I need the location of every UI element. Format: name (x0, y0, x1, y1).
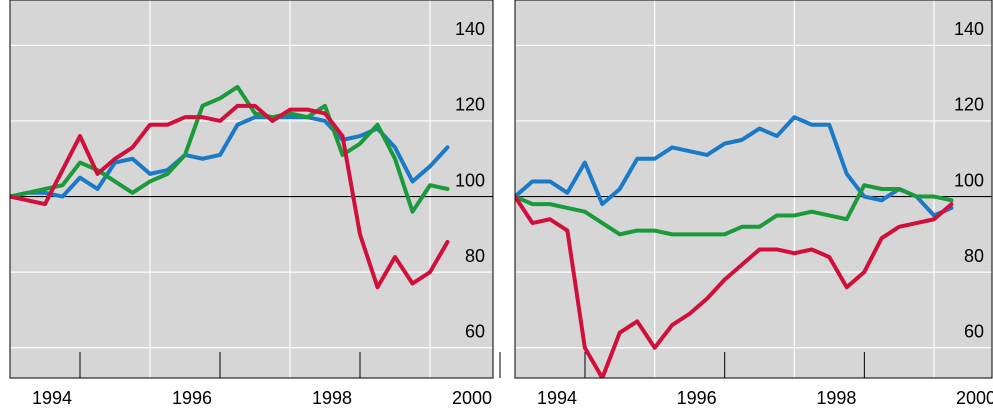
y-tick-label: 80 (465, 246, 485, 266)
x-tick-label: 1994 (32, 388, 72, 408)
series-group (515, 115, 954, 378)
plot-area (10, 0, 493, 378)
x-tick-label: 1998 (816, 388, 856, 408)
data-line (10, 84, 450, 214)
x-tick-label: 1998 (312, 388, 352, 408)
y-tick-label: 120 (954, 95, 984, 115)
panel: 60 80 100 120 140 1994 1996 1998 2000 (514, 0, 993, 408)
x-tick-label: 2000 (956, 388, 993, 408)
plot-border (9, 0, 494, 379)
y-tick-label: 100 (455, 170, 485, 190)
data-line (515, 115, 954, 218)
y-tick-label: 60 (465, 322, 485, 342)
x-tick-label: 1996 (677, 388, 717, 408)
x-tick-label: 2000 (452, 388, 492, 408)
plot-area (515, 0, 992, 378)
data-line (515, 183, 954, 237)
x-tick-label: 1996 (172, 388, 212, 408)
plot-border (514, 0, 993, 379)
data-line (515, 194, 954, 378)
y-tick-label: 60 (964, 322, 984, 342)
y-tick-label: 80 (964, 246, 984, 266)
y-tick-label: 100 (954, 170, 984, 190)
x-tick-label: 1994 (537, 388, 577, 408)
panel: 60 80 100 120 140 1994 1996 1998 2000 (9, 0, 501, 408)
y-tick-label: 140 (954, 19, 984, 39)
data-line (10, 103, 450, 290)
y-tick-label: 140 (455, 19, 485, 39)
y-tick-label: 120 (455, 95, 485, 115)
series-group (10, 84, 450, 290)
